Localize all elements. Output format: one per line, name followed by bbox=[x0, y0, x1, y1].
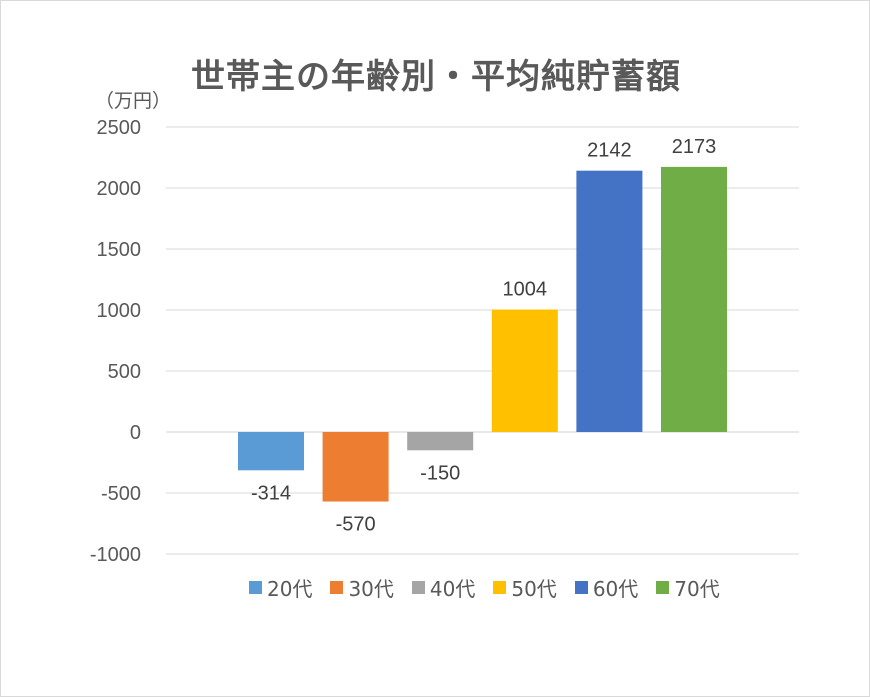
legend-label: 40代 bbox=[429, 577, 476, 601]
bar-20代 bbox=[238, 432, 304, 471]
y-tick-label: 500 bbox=[108, 361, 141, 383]
y-axis-unit-label: （万円） bbox=[95, 90, 172, 112]
legend-item-70代: 70代 bbox=[656, 573, 720, 602]
data-label-20代: -314 bbox=[251, 482, 291, 504]
legend-item-50代: 50代 bbox=[493, 573, 557, 602]
legend-swatch bbox=[411, 581, 425, 594]
bar-50代 bbox=[491, 309, 558, 432]
legend-swatch bbox=[656, 581, 670, 594]
legend-swatch bbox=[249, 581, 262, 594]
legend-label: 20代 bbox=[267, 577, 313, 601]
data-label-70代: 2173 bbox=[672, 136, 717, 158]
y-tick-label: 2500 bbox=[97, 117, 142, 139]
data-label-30代: -570 bbox=[336, 514, 376, 536]
y-tick-label: 1000 bbox=[97, 300, 142, 322]
y-tick-label: -500 bbox=[101, 483, 141, 505]
y-tick-label: 2000 bbox=[97, 178, 142, 200]
legend-swatch bbox=[493, 581, 507, 594]
y-tick-label: 1500 bbox=[97, 239, 142, 261]
legend-label: 70代 bbox=[674, 577, 720, 601]
y-tick-label: 0 bbox=[130, 422, 141, 444]
bar-40代 bbox=[407, 432, 474, 451]
data-label-40代: -150 bbox=[420, 462, 460, 484]
legend-label: 60代 bbox=[592, 577, 639, 601]
data-label-60代: 2142 bbox=[587, 140, 632, 162]
legend-item-20代: 20代 bbox=[249, 573, 312, 602]
chart-title: 世帯主の年齢別・平均純貯蓄額 bbox=[191, 57, 681, 97]
legend: 20代 30代 40代 50代 60代 70代 bbox=[249, 573, 720, 602]
legend-item-40代: 40代 bbox=[411, 573, 476, 602]
legend-item-30代: 30代 bbox=[330, 573, 394, 602]
legend-label: 30代 bbox=[348, 577, 394, 601]
legend-item-60代: 60代 bbox=[574, 573, 639, 602]
bar-30代 bbox=[322, 432, 389, 502]
bar-60代 bbox=[576, 170, 643, 432]
bar-70代 bbox=[661, 166, 727, 433]
y-tick-label: -1000 bbox=[90, 544, 141, 566]
legend-swatch bbox=[574, 581, 588, 594]
data-label-50代: 1004 bbox=[503, 279, 548, 301]
legend-swatch bbox=[330, 581, 344, 594]
legend-label: 50代 bbox=[511, 577, 557, 601]
